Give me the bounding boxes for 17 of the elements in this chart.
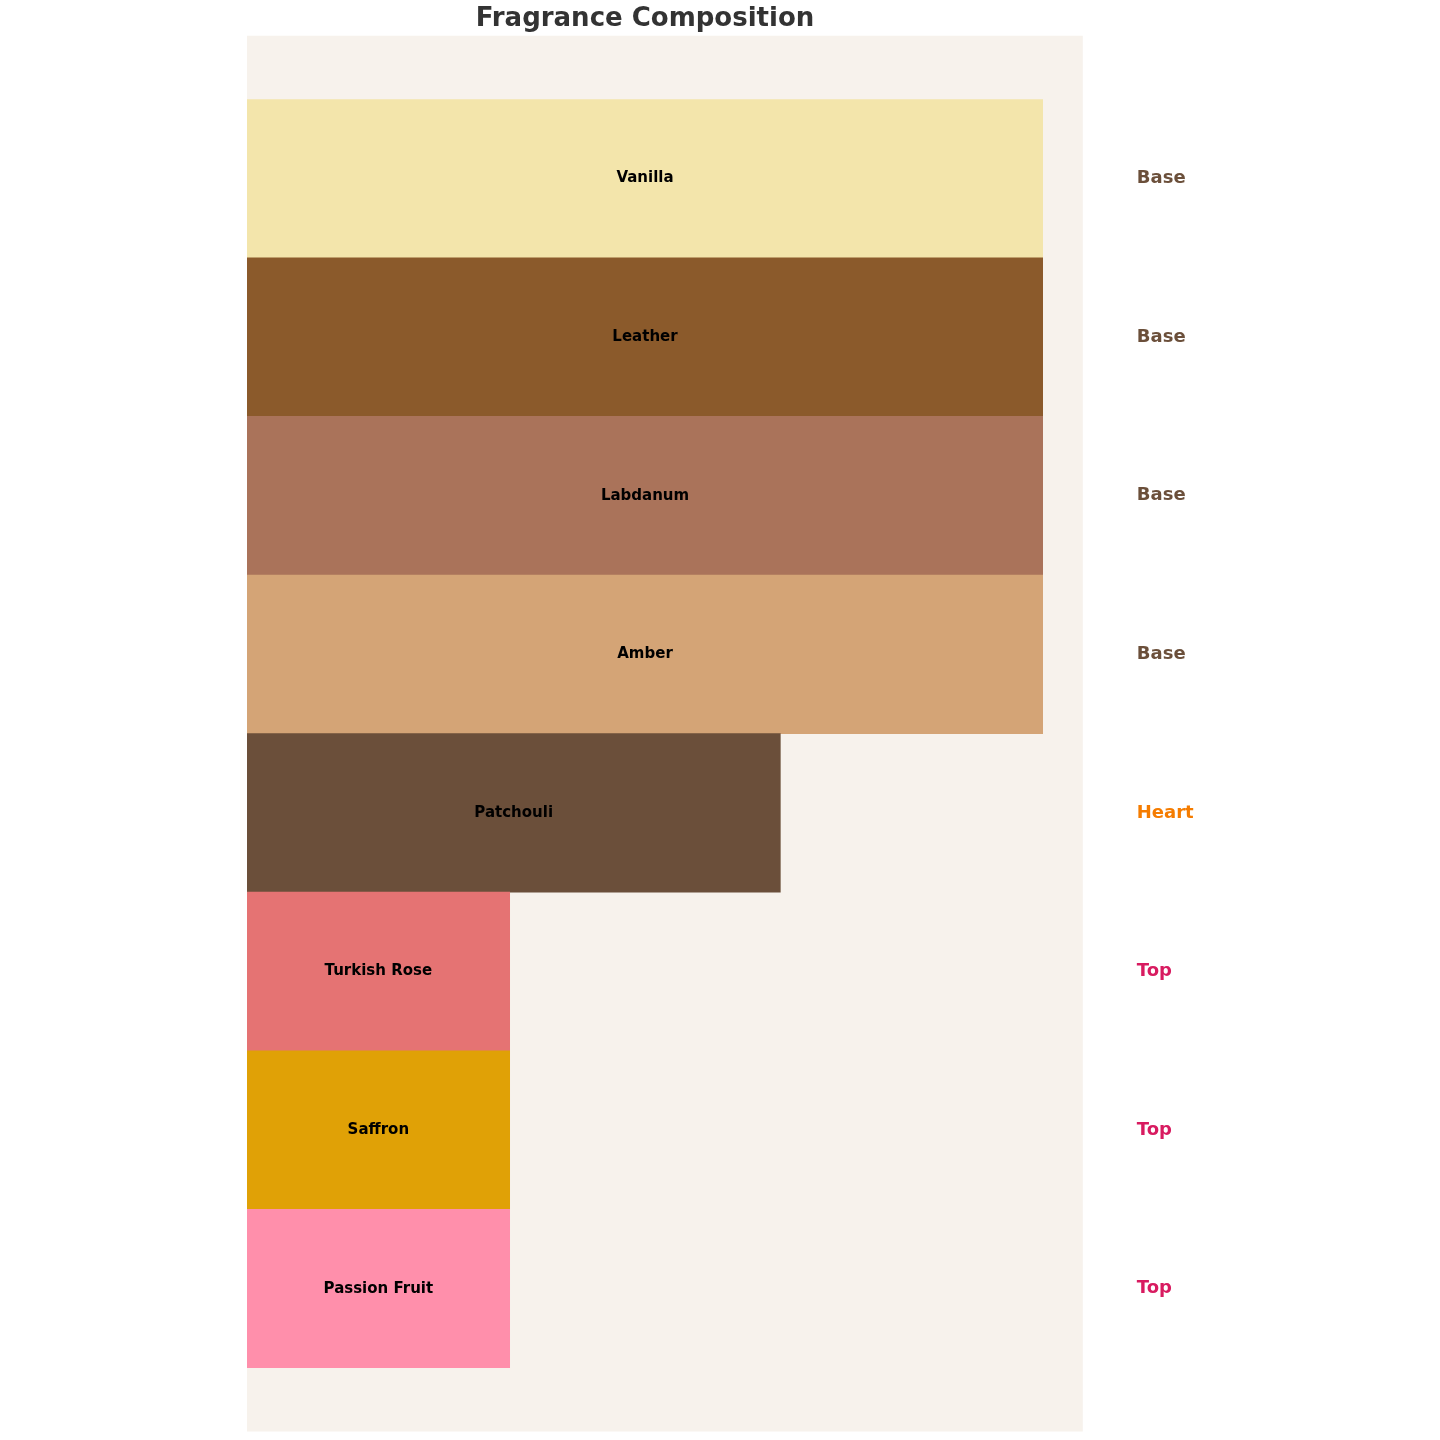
text: Base: [1136, 166, 1186, 188]
y-tick-label: Leather: [612, 326, 679, 345]
text: Top: [1136, 1276, 1173, 1298]
y-tick-label: Patchouli: [474, 802, 554, 821]
text: Heart: [1136, 800, 1195, 822]
text: Base: [1136, 641, 1186, 663]
text: Top: [1136, 1117, 1173, 1139]
y-tick-label: Amber: [617, 644, 674, 663]
y-tick-label: Labdanum: [600, 485, 690, 504]
text: Top: [1136, 959, 1173, 981]
y-tick-label: Turkish Rose: [324, 961, 433, 980]
text: Base: [1136, 483, 1186, 505]
y-tick-label: Passion Fruit: [323, 1278, 434, 1297]
y-tick-label: Saffron: [347, 1119, 410, 1138]
chart-title: Fragrance Composition: [475, 2, 815, 33]
text: Base: [1136, 324, 1186, 346]
y-tick-label: Vanilla: [616, 168, 674, 187]
